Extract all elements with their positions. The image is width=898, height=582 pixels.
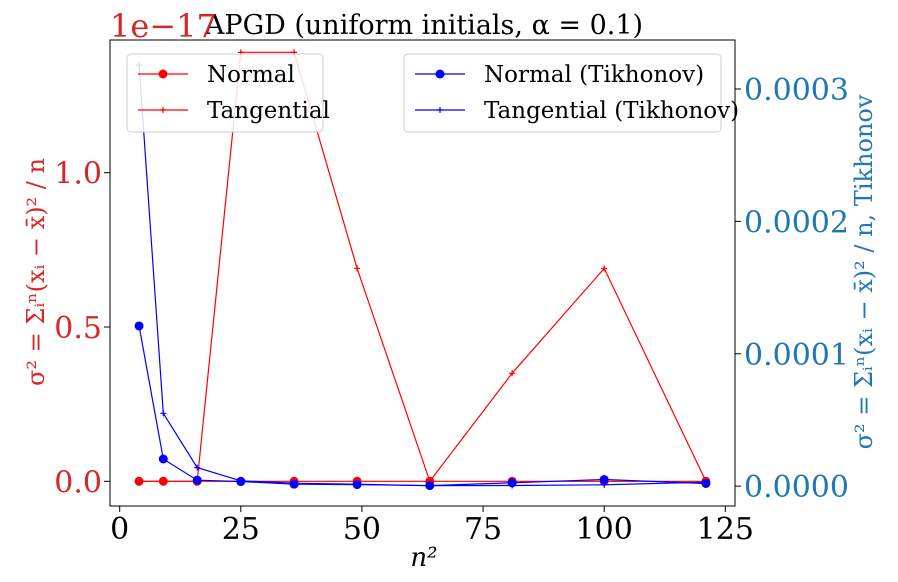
data-point-normal-tikhonov [158,454,168,464]
legend-label-tangential: Tangential [207,98,330,124]
right-y-axis-ticks: 0.0000 0.0001 0.0002 0.0003 [735,73,849,505]
data-point-tangential [354,265,361,272]
x-tick-label: 125 [697,512,754,547]
data-point-tangential-tikhonov [160,410,167,417]
legend-right: Normal (Tikhonov) Tangential (Tikhonov) [403,53,739,133]
right-y-axis-label: σ² = Σᵢⁿ(xᵢ − x̄)² / n, Tikhonov [850,94,878,449]
left-y-tick-label: 0.5 [54,311,102,346]
legend-marker-tangential-tikhonov [437,107,443,113]
series-layer [134,49,711,491]
data-point-tangential-tikhonov [426,482,433,489]
x-tick-label: 100 [576,512,633,547]
legend-marker-tangential [160,107,166,113]
series-line-normal-tikhonov [138,325,706,487]
left-y-axis-ticks: 0.0 0.5 1.0 [54,157,110,500]
data-point-tangential [160,478,167,485]
left-y-tick-label: 1.0 [54,157,102,192]
series-line-tangential-tikhonov [138,65,706,487]
x-axis-ticks: 0 25 50 75 100 125 [110,506,754,547]
legend-label-normal-tikhonov: Normal (Tikhonov) [484,62,704,88]
legend-left: Normal Tangential [126,53,330,133]
left-y-axis-label: σ² = Σᵢⁿ(xᵢ − x̄)² / n [22,158,50,386]
x-axis-label: n² [410,543,437,573]
legend-marker-normal [158,69,168,79]
right-y-tick-label: 0.0003 [744,73,849,108]
series-line-tangential [139,51,707,483]
data-point-tangential-tikhonov [194,464,201,471]
data-point-tangential-tikhonov [509,482,516,489]
x-tick-label: 0 [110,512,129,547]
chart-title: APGD (uniform initials, α = 0.1) [204,10,643,41]
right-y-tick-label: 0.0002 [744,205,849,240]
legend-marker-normal-tikhonov [435,69,445,79]
left-axis-offset-text: 1e−17 [110,7,217,45]
x-tick-label: 25 [222,512,260,547]
data-point-tangential-tikhonov [237,477,244,484]
right-y-tick-label: 0.0001 [744,338,849,373]
data-point-normal-tikhonov [599,475,609,485]
legend-right-box [403,53,722,133]
data-point-tangential-tikhonov [354,481,361,488]
legend-label-tangential-tikhonov: Tangential (Tikhonov) [484,98,739,124]
plot-frame [109,39,736,507]
data-point-normal-tikhonov [192,475,202,485]
data-point-tangential [601,265,608,272]
data-point-tangential [509,370,516,377]
data-point-tangential-tikhonov [291,480,298,487]
data-point-tangential-tikhonov [702,479,709,486]
x-tick-label: 75 [464,512,502,547]
right-y-tick-label: 0.0000 [744,470,849,505]
data-point-tangential [136,478,143,485]
data-point-normal-tikhonov [134,321,144,331]
data-point-tangential-tikhonov [601,481,608,488]
x-tick-label: 50 [343,512,381,547]
left-y-tick-label: 0.0 [54,465,102,500]
legend-label-normal: Normal [207,62,295,88]
